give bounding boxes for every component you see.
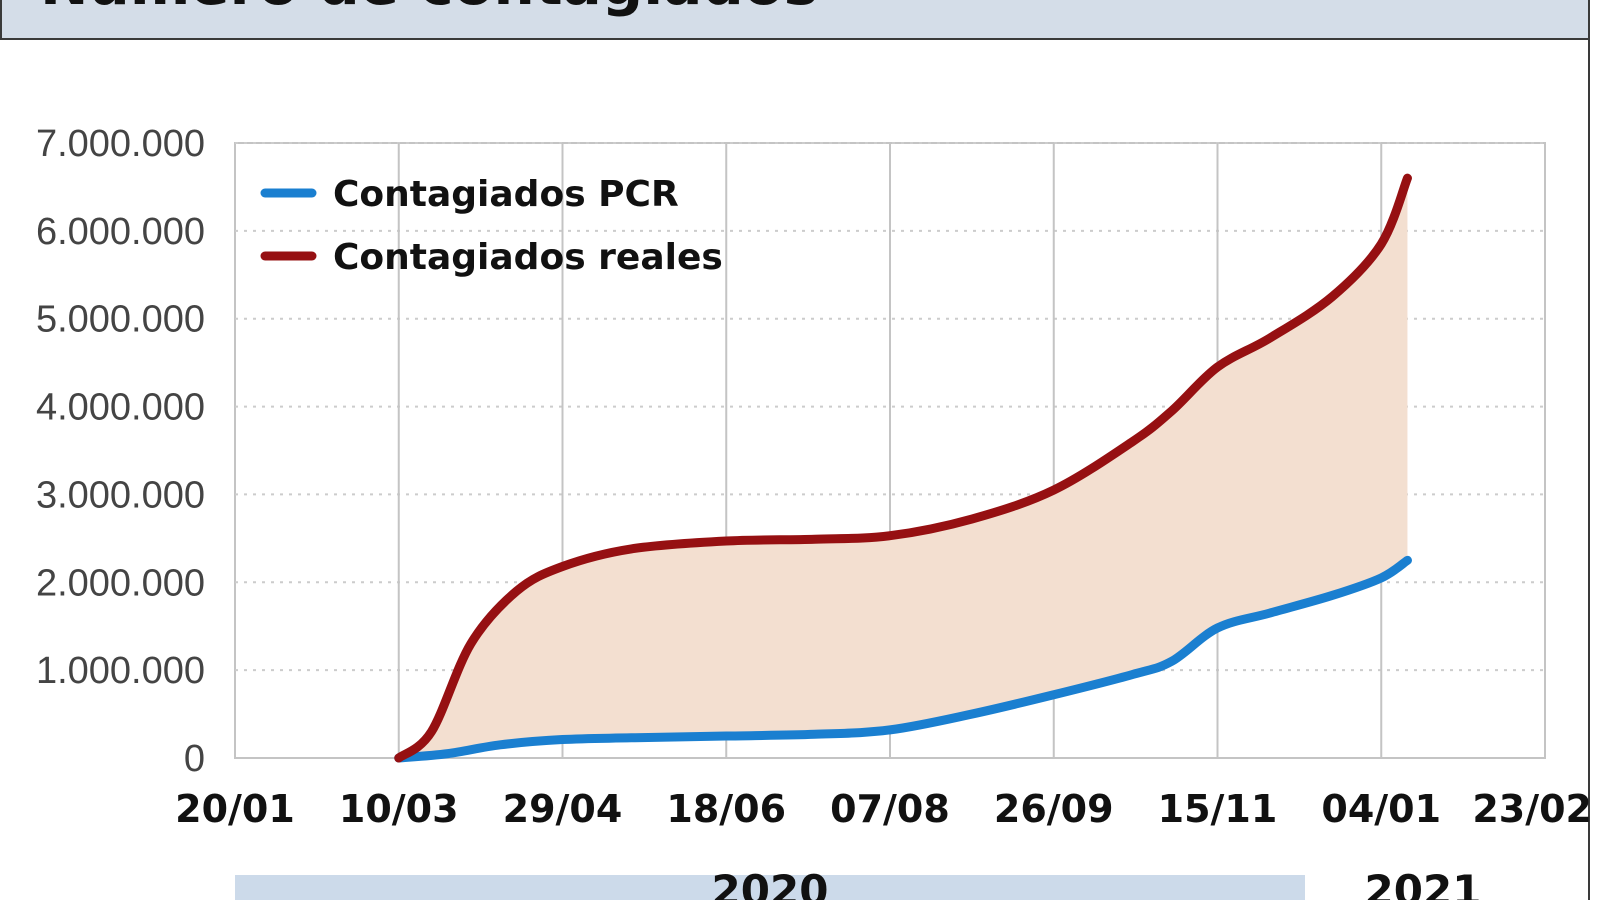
y-tick-label: 1.000.000 xyxy=(36,650,205,692)
chart-title: Número de contagiados xyxy=(40,0,818,18)
title-bar: Número de contagiados xyxy=(0,0,1590,40)
x-tick-label: 26/09 xyxy=(994,787,1114,831)
y-tick-label: 0 xyxy=(184,738,205,780)
y-tick-label: 5.000.000 xyxy=(36,299,205,341)
y-tick-label: 2.000.000 xyxy=(36,562,205,604)
x-tick-label: 15/11 xyxy=(1158,787,1278,831)
y-tick-label: 4.000.000 xyxy=(36,387,205,429)
x-tick-label: 20/01 xyxy=(175,787,295,831)
year-label-2020: 2020 xyxy=(712,866,829,900)
x-tick-label: 04/01 xyxy=(1321,787,1441,831)
series-line-reales xyxy=(394,173,1412,763)
x-tick-label: 18/06 xyxy=(666,787,786,831)
y-tick-label: 7.000.000 xyxy=(36,123,205,165)
x-tick-label: 23/02 xyxy=(1472,787,1592,831)
area-between-series xyxy=(398,178,1408,759)
legend: Contagiados PCR Contagiados reales xyxy=(260,174,723,278)
legend-label-pcr: Contagiados PCR xyxy=(333,174,679,215)
right-border-rule xyxy=(1588,40,1590,900)
x-tick-label: 29/04 xyxy=(503,787,623,831)
x-axis-tick-labels: 20/01 10/03 29/04 18/06 07/08 26/09 15/11 04/01… xyxy=(175,787,1592,831)
year-band: 2020 2021 xyxy=(235,866,1481,900)
series-line-pcr xyxy=(394,555,1412,763)
x-tick-label: 10/03 xyxy=(339,787,459,831)
year-band-2020 xyxy=(235,875,1305,900)
legend-label-reales: Contagiados reales xyxy=(333,237,723,278)
x-tick-label: 07/08 xyxy=(830,787,950,831)
y-tick-label: 3.000.000 xyxy=(36,474,205,516)
y-tick-label: 6.000.000 xyxy=(36,211,205,253)
y-axis-tick-labels: 0 1.000.000 2.000.000 3.000.000 4.000.000 5.0… xyxy=(36,123,205,780)
year-label-2021: 2021 xyxy=(1365,866,1482,900)
series-layer xyxy=(394,173,1412,763)
